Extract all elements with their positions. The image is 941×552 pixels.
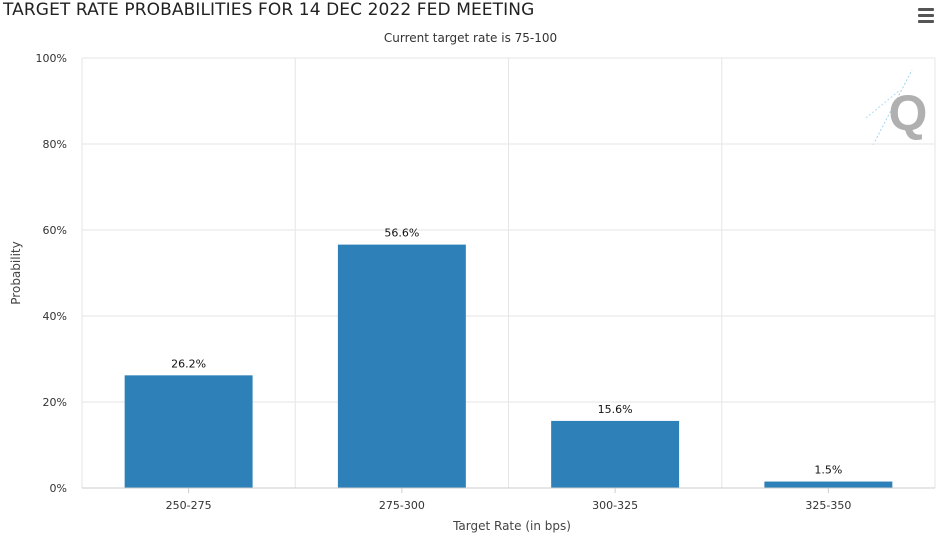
- data-label: 1.5%: [814, 464, 842, 477]
- y-tick-label: 80%: [43, 138, 67, 151]
- chart-bars: 26.2% 56.6% 15.6% 1.5%: [124, 227, 893, 488]
- y-axis-title: Probability: [9, 241, 23, 304]
- data-label: 15.6%: [598, 403, 633, 416]
- chart-axes: 0% 20% 40% 60% 80% 100% 250-275 275-300 300-325 3…: [36, 52, 935, 512]
- q-logo-letter: Q: [889, 85, 928, 141]
- bar-300-325[interactable]: [551, 420, 680, 488]
- bar-250-275[interactable]: [124, 375, 253, 488]
- x-tick-label: 325-350: [805, 499, 851, 512]
- data-label: 26.2%: [171, 357, 206, 370]
- bar-325-350[interactable]: [764, 481, 893, 488]
- x-tick-label: 275-300: [379, 499, 425, 512]
- y-tick-label: 60%: [43, 224, 67, 237]
- y-tick-label: 20%: [43, 396, 67, 409]
- y-tick-label: 40%: [43, 310, 67, 323]
- x-tick-label: 250-275: [166, 499, 212, 512]
- hamburger-menu-icon[interactable]: [918, 8, 934, 23]
- x-tick-label: 300-325: [592, 499, 638, 512]
- y-tick-label: 0%: [50, 482, 67, 495]
- data-label: 56.6%: [384, 227, 419, 240]
- x-axis-title: Target Rate (in bps): [452, 519, 571, 533]
- bar-275-300[interactable]: [337, 244, 466, 488]
- chart-subtitle: Current target rate is 75-100: [383, 31, 558, 45]
- y-tick-label: 100%: [36, 52, 67, 65]
- chart-title: TARGET RATE PROBABILITIES FOR 14 DEC 202…: [3, 0, 535, 20]
- q-logo-watermark: Q: [865, 69, 928, 146]
